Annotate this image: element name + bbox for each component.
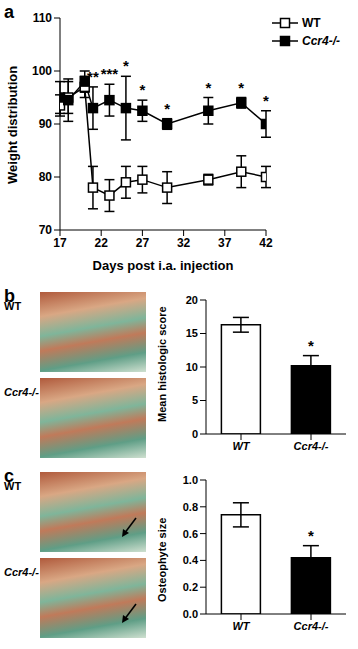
svg-text:22: 22 xyxy=(95,236,109,250)
svg-text:5: 5 xyxy=(192,394,198,406)
svg-text:WT: WT xyxy=(232,440,250,452)
svg-text:*: * xyxy=(164,100,170,117)
html-text:WT: WT xyxy=(4,480,22,492)
svg-text:80: 80 xyxy=(39,170,53,184)
svg-text:100: 100 xyxy=(32,64,52,78)
svg-text:***: *** xyxy=(101,65,119,82)
svg-text:10: 10 xyxy=(186,361,198,373)
svg-text:0: 0 xyxy=(192,428,198,440)
svg-text:0.6: 0.6 xyxy=(183,528,198,540)
svg-text:Weight distribution: Weight distribution xyxy=(5,66,20,184)
svg-text:37: 37 xyxy=(218,236,232,250)
svg-text:20: 20 xyxy=(186,294,198,306)
html-text:Ccr4-/-: Ccr4-/- xyxy=(302,34,340,48)
html-text:Ccr4-/-: Ccr4-/- xyxy=(4,386,39,398)
svg-text:Osteophyte size: Osteophyte size xyxy=(156,518,168,602)
html-text:b: b xyxy=(4,286,15,306)
svg-text:*: * xyxy=(308,337,314,354)
svg-text:*: * xyxy=(139,81,145,98)
svg-text:27: 27 xyxy=(136,236,150,250)
svg-text:17: 17 xyxy=(53,236,67,250)
svg-text:90: 90 xyxy=(39,117,53,131)
svg-text:Ccr4-/-: Ccr4-/- xyxy=(294,620,329,632)
svg-text:0.0: 0.0 xyxy=(183,608,198,620)
svg-text:*: * xyxy=(308,527,314,544)
html-text:c: c xyxy=(4,466,14,486)
svg-text:*: * xyxy=(263,92,269,109)
svg-text:1.0: 1.0 xyxy=(183,474,198,486)
svg-text:70: 70 xyxy=(39,223,53,237)
svg-text:0.2: 0.2 xyxy=(183,581,198,593)
svg-text:Mean histologic score: Mean histologic score xyxy=(156,306,168,422)
svg-text:0.8: 0.8 xyxy=(183,501,198,513)
html-text:Ccr4-/-: Ccr4-/- xyxy=(4,566,39,578)
svg-text:**: ** xyxy=(87,68,99,85)
svg-text:Ccr4-/-: Ccr4-/- xyxy=(294,440,329,452)
svg-text:32: 32 xyxy=(177,236,191,250)
svg-text:Days post i.a. injection: Days post i.a. injection xyxy=(93,258,234,273)
html-text:WT: WT xyxy=(4,300,22,312)
svg-text:*: * xyxy=(238,79,244,96)
svg-text:*: * xyxy=(123,57,129,74)
svg-text:42: 42 xyxy=(259,236,273,250)
svg-text:0.4: 0.4 xyxy=(183,554,199,566)
svg-text:WT: WT xyxy=(232,620,250,632)
html-text:a: a xyxy=(4,2,14,22)
svg-text:*: * xyxy=(205,79,211,96)
html-text:WT: WT xyxy=(302,16,321,30)
svg-text:15: 15 xyxy=(186,327,198,339)
svg-text:110: 110 xyxy=(33,11,53,25)
